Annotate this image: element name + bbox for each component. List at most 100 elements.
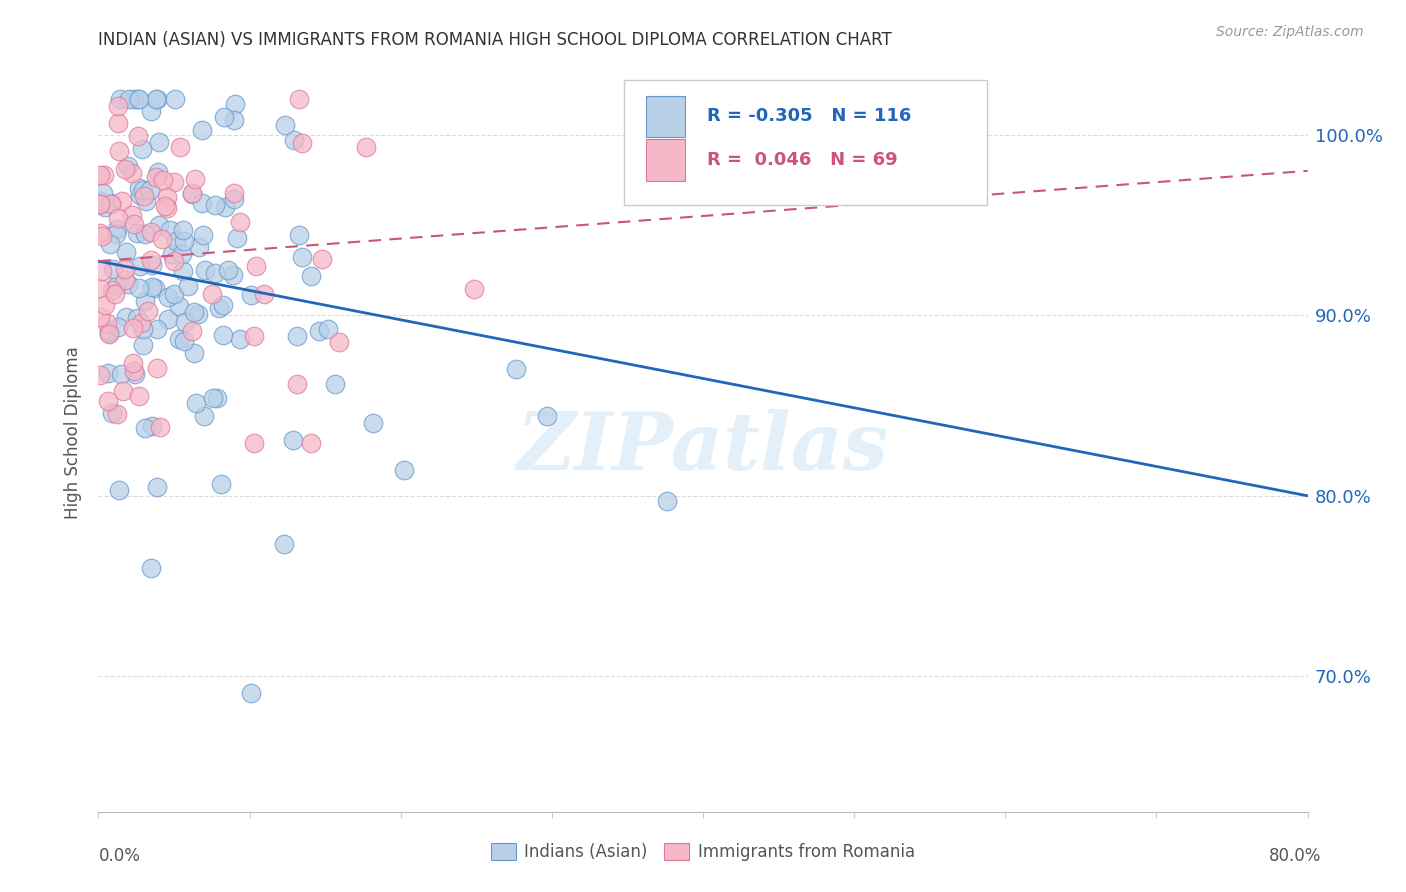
Point (291, 250, 314, 264)
Point (180, 186, 202, 201)
Point (122, 363, 145, 377)
Point (172, 263, 194, 277)
Point (91, 264, 114, 278)
Point (96, 317, 118, 331)
Point (128, 92, 150, 106)
Point (316, 322, 339, 336)
Point (114, 245, 136, 260)
Point (97, 393, 120, 408)
Point (94, 200, 117, 214)
Point (173, 234, 195, 248)
Point (240, 287, 263, 301)
Point (156, 190, 179, 204)
Point (112, 384, 135, 399)
Point (170, 246, 193, 260)
Point (114, 273, 136, 287)
Point (186, 396, 208, 410)
Point (139, 561, 162, 575)
Point (100, 196, 122, 211)
Point (101, 283, 124, 297)
Point (128, 281, 150, 295)
Point (98, 236, 121, 251)
Point (145, 170, 167, 185)
Point (361, 417, 384, 431)
Point (146, 322, 169, 336)
Point (184, 171, 207, 186)
Point (173, 315, 195, 329)
Text: 0.0%: 0.0% (98, 847, 141, 865)
Point (103, 262, 125, 277)
Point (181, 324, 204, 338)
Point (131, 142, 153, 156)
Point (172, 223, 194, 237)
Point (183, 346, 205, 360)
Point (128, 389, 150, 403)
Point (299, 268, 322, 283)
Point (93, 168, 115, 182)
Point (132, 322, 155, 336)
Point (134, 421, 156, 435)
Point (191, 227, 214, 242)
Text: R =  0.046   N = 69: R = 0.046 N = 69 (707, 151, 897, 169)
Point (308, 324, 330, 338)
Point (89, 226, 111, 240)
Point (107, 211, 129, 225)
Point (118, 92, 141, 106)
Point (328, 335, 350, 350)
Point (134, 293, 156, 308)
Point (159, 223, 181, 237)
Point (655, 494, 678, 508)
Point (163, 253, 186, 268)
Point (89, 368, 111, 382)
Point (136, 303, 159, 318)
Point (291, 136, 314, 151)
FancyBboxPatch shape (647, 139, 685, 180)
Point (121, 320, 143, 334)
Point (89, 196, 111, 211)
Point (108, 483, 131, 498)
Point (212, 298, 235, 312)
Point (285, 377, 308, 392)
Point (122, 217, 145, 231)
Point (212, 328, 235, 343)
Point (141, 258, 163, 272)
Point (149, 420, 172, 434)
Point (148, 136, 170, 150)
Point (117, 277, 139, 291)
Point (283, 132, 305, 146)
Point (127, 128, 149, 143)
Point (107, 99, 129, 113)
Point (157, 290, 180, 304)
Point (114, 310, 136, 325)
Point (139, 183, 162, 197)
Point (163, 287, 186, 301)
Point (217, 263, 239, 277)
Point (128, 259, 150, 273)
Point (181, 186, 204, 201)
Point (146, 165, 169, 179)
Point (183, 304, 205, 318)
Point (122, 92, 145, 106)
Point (204, 198, 226, 212)
Point (139, 103, 162, 118)
Point (201, 286, 224, 301)
Point (187, 240, 209, 254)
Point (177, 278, 200, 293)
Point (98, 325, 121, 339)
Point (146, 92, 169, 106)
Point (107, 319, 129, 334)
Point (242, 436, 264, 450)
Point (299, 435, 322, 450)
Point (214, 200, 236, 214)
Point (121, 356, 143, 370)
Point (105, 227, 128, 241)
Point (124, 367, 146, 381)
Point (111, 194, 134, 208)
Y-axis label: High School Diploma: High School Diploma (65, 346, 83, 519)
Point (311, 252, 333, 266)
Text: 80.0%: 80.0% (1270, 847, 1322, 865)
Point (117, 159, 139, 173)
Point (148, 218, 170, 232)
Point (202, 391, 225, 405)
Point (129, 317, 152, 331)
